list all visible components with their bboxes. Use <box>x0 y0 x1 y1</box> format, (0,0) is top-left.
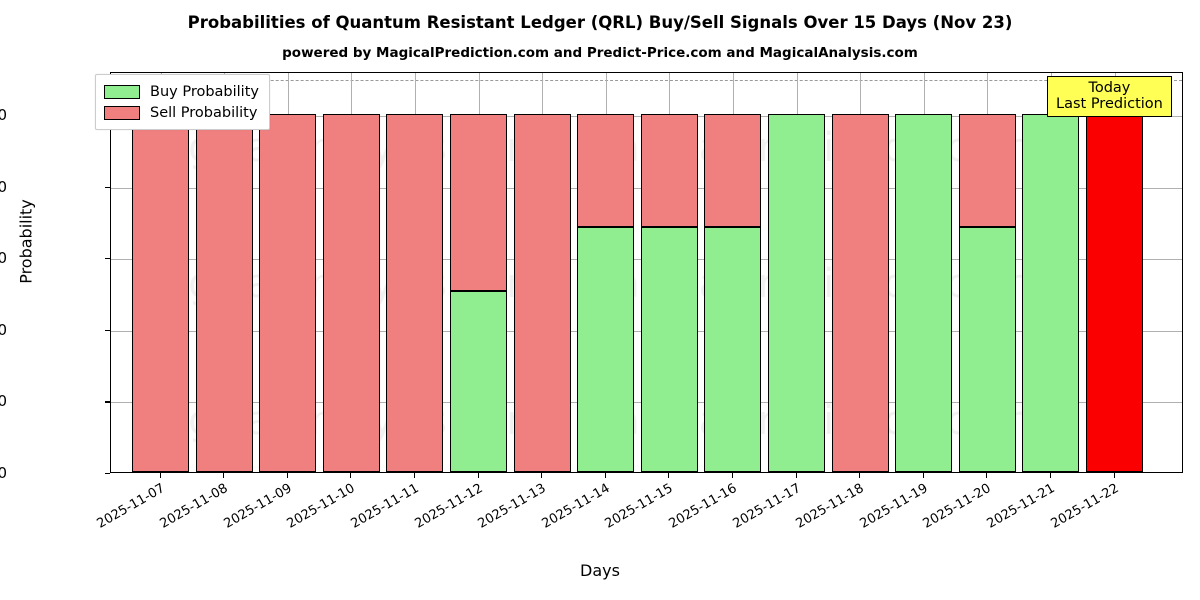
bar-group[interactable] <box>958 73 1016 472</box>
bar-segment-buy <box>577 227 635 472</box>
bar-segment-sell <box>450 113 507 291</box>
bar-segment-sell <box>386 113 444 472</box>
bar-segment-sell <box>958 113 1016 228</box>
bar-segment-sell <box>704 113 762 228</box>
legend-label-sell: Sell Probability <box>150 104 258 121</box>
bar-group[interactable] <box>640 73 698 472</box>
bar-group[interactable] <box>831 73 889 472</box>
legend-label-buy: Buy Probability <box>150 83 259 100</box>
y-axis-label: Probability <box>16 199 36 284</box>
y-tick-mark <box>105 258 110 260</box>
bar-group[interactable] <box>322 73 380 472</box>
x-tick-mark <box>223 473 225 478</box>
x-tick-mark <box>668 473 670 478</box>
x-axis-label: Days <box>580 561 620 580</box>
grid-line-dashed <box>111 80 1182 82</box>
y-tick-label: 40 <box>0 320 7 339</box>
bar-segment-sell <box>195 113 253 472</box>
y-tick-mark <box>105 329 110 331</box>
bar-segment-sell <box>831 113 889 472</box>
chart-legend: Buy Probability Sell Probability <box>95 74 270 130</box>
y-tick-mark <box>105 186 110 188</box>
x-tick-mark <box>1113 473 1115 478</box>
bar-group[interactable] <box>577 73 635 472</box>
plot-area: MagicalAnalysis.comMagicalPrediction.com… <box>110 72 1183 473</box>
legend-item-buy[interactable]: Buy Probability <box>104 81 259 102</box>
bar-group[interactable] <box>450 73 507 472</box>
today-annotation-line2: Last Prediction <box>1056 96 1163 113</box>
bar-segment-sell <box>132 113 189 472</box>
bar-segment-buy <box>1022 113 1080 472</box>
x-tick-mark <box>413 473 416 478</box>
bar-group[interactable] <box>768 73 825 472</box>
bar-segment-buy <box>450 290 507 472</box>
x-tick-mark <box>477 473 479 478</box>
x-tick-mark <box>922 473 924 478</box>
bar-group[interactable] <box>895 73 953 472</box>
bar-segment-sell <box>259 113 317 472</box>
bar-segment-buy <box>704 227 762 472</box>
bar-segment-today <box>1086 113 1143 472</box>
bar-segment-sell <box>322 113 380 472</box>
bar-group[interactable] <box>132 73 189 472</box>
chart-title: Probabilities of Quantum Resistant Ledge… <box>187 13 1013 32</box>
x-tick-mark <box>350 473 352 478</box>
bar-group[interactable] <box>259 73 317 472</box>
y-tick-mark <box>105 401 110 403</box>
legend-swatch-buy-icon <box>104 84 140 99</box>
bar-segment-buy <box>640 227 698 472</box>
x-tick-mark <box>159 473 161 478</box>
chart-subtitle: powered by MagicalPrediction.com and Pre… <box>282 45 918 61</box>
y-tick-label: 100 <box>0 105 7 124</box>
today-annotation: Today Last Prediction <box>1047 76 1172 118</box>
x-tick-mark <box>731 473 734 478</box>
bar-segment-buy <box>895 113 953 472</box>
bar-group[interactable] <box>1022 73 1080 472</box>
bar-segment-sell <box>577 113 635 228</box>
x-tick-mark <box>986 473 988 478</box>
y-tick-label: 20 <box>0 392 7 411</box>
bar-segment-sell <box>640 113 698 228</box>
x-tick-mark <box>604 473 606 478</box>
x-tick-mark <box>795 473 797 478</box>
x-tick-mark <box>541 473 543 478</box>
bar-group[interactable] <box>513 73 571 472</box>
x-tick-mark <box>286 473 288 478</box>
y-tick-label: 0 <box>0 464 7 482</box>
bar-segment-sell <box>513 113 571 472</box>
legend-swatch-sell-icon <box>104 105 140 120</box>
today-annotation-line1: Today <box>1088 80 1131 96</box>
x-tick-mark <box>859 473 861 478</box>
bar-segment-buy <box>958 227 1016 472</box>
y-tick-label: 60 <box>0 249 7 268</box>
bar-group[interactable] <box>195 73 253 472</box>
y-tick-mark <box>105 473 110 475</box>
x-tick-mark <box>1049 473 1052 478</box>
y-tick-label: 80 <box>0 177 7 196</box>
bar-group[interactable] <box>386 73 444 472</box>
bar-segment-buy <box>768 113 825 472</box>
bar-group[interactable] <box>1086 73 1143 472</box>
legend-item-sell[interactable]: Sell Probability <box>104 102 259 123</box>
bar-group[interactable] <box>704 73 762 472</box>
